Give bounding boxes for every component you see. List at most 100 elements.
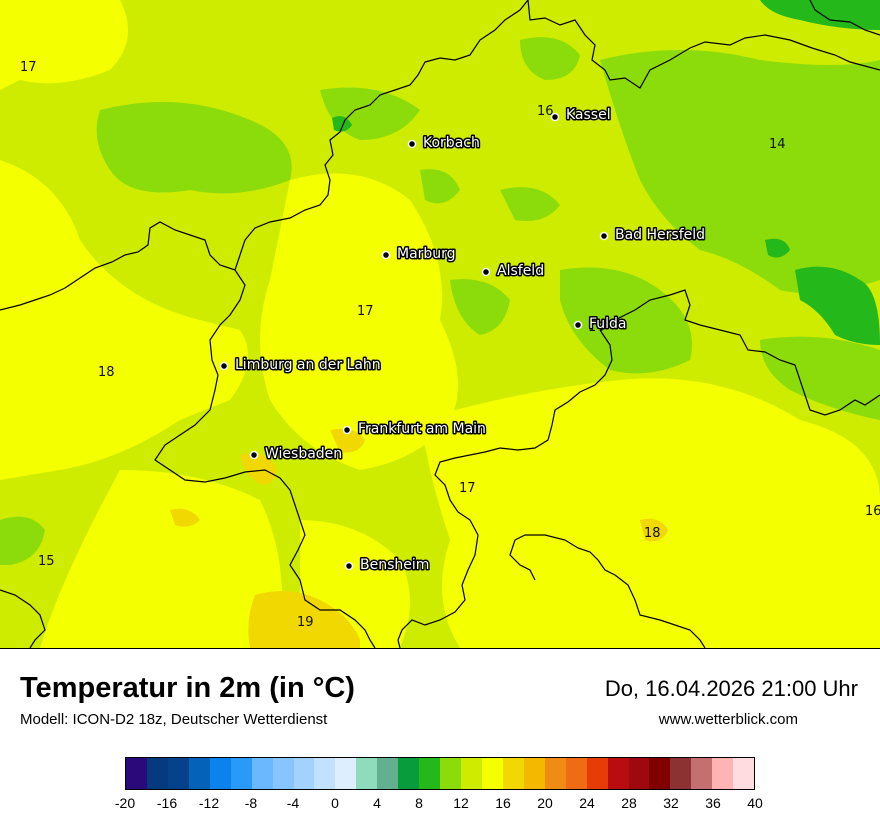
temp-label: 15	[38, 554, 55, 569]
temp-label: 18	[644, 526, 661, 541]
legend-swatch	[209, 758, 231, 789]
legend-swatch	[293, 758, 315, 789]
city-name: Frankfurt am Main	[358, 421, 486, 437]
city-name: Bensheim	[360, 557, 429, 573]
legend-swatch	[419, 758, 441, 789]
legend-tick-label: 36	[705, 795, 721, 811]
color-scale-legend	[125, 757, 755, 790]
legend-swatch	[523, 758, 545, 789]
city-markers: Kassel Korbach Bad Hersfeld Marburg Alsf…	[219, 106, 707, 575]
legend-tick-label: 28	[621, 795, 637, 811]
legend-swatch	[440, 758, 461, 789]
city-dot	[481, 267, 491, 277]
city-marburg: Marburg	[381, 245, 457, 264]
legend-swatch	[230, 758, 252, 789]
city-dot	[407, 139, 417, 149]
legend-swatch	[314, 758, 336, 789]
city-name: Bad Hersfeld	[615, 227, 705, 243]
temp-label: 19	[297, 615, 314, 630]
legend-swatch	[272, 758, 294, 789]
legend-tick-label: -12	[198, 795, 220, 811]
map-canvas: 17 16 14 17 14 18 17 18 15 19 16 Kassel …	[0, 0, 880, 648]
legend-swatch	[670, 758, 692, 789]
city-dot	[550, 112, 560, 122]
city-alsfeld: Alsfeld	[481, 262, 546, 281]
city-name: Limburg an der Lahn	[235, 357, 381, 373]
city-bensheim: Bensheim	[344, 556, 431, 575]
temp-label: 16	[865, 504, 880, 519]
temp-label: 14	[769, 137, 786, 152]
city-limburg: Limburg an der Lahn	[219, 356, 382, 375]
forecast-datetime: Do, 16.04.2026 21:00 Uhr	[604, 676, 858, 701]
city-wiesbaden: Wiesbaden	[249, 445, 344, 464]
city-name: Marburg	[397, 246, 456, 262]
city-name: Korbach	[423, 135, 480, 151]
legend-swatch	[565, 758, 587, 789]
legend-tick-label: -4	[286, 795, 300, 811]
legend-tick-label: 40	[747, 795, 763, 811]
city-dot	[573, 320, 583, 330]
warm-zones	[0, 0, 880, 648]
legend-tick-label: -16	[156, 795, 178, 811]
city-dot	[381, 250, 391, 260]
legend-tick-label: 16	[495, 795, 511, 811]
city-dot	[219, 361, 229, 371]
legend-swatch	[398, 758, 420, 789]
legend-swatch	[481, 758, 503, 789]
city-fulda: Fulda	[573, 315, 628, 334]
city-name: Wiesbaden	[265, 446, 342, 462]
color-scale-ticks: -20 -16 -12 -8 -4 0 4 8 12 16 20 24 28 32 36 40	[115, 795, 763, 815]
legend-swatch	[607, 758, 629, 789]
legend-tick-label: 20	[537, 795, 553, 811]
legend-swatch	[356, 758, 378, 789]
temp-label: 14	[588, 320, 605, 335]
legend-swatch	[712, 758, 734, 789]
legend-tick-label: 4	[373, 795, 381, 811]
city-korbach: Korbach	[407, 134, 481, 153]
temp-label: 17	[357, 304, 374, 319]
legend-swatch	[335, 758, 357, 789]
legend-swatch	[146, 758, 168, 789]
legend-swatch	[733, 758, 755, 789]
city-dot	[344, 561, 354, 571]
legend-swatch	[544, 758, 566, 789]
legend-swatch	[188, 758, 210, 789]
legend-swatch	[502, 758, 524, 789]
legend-swatch	[251, 758, 273, 789]
hot-spots	[170, 428, 668, 648]
legend-tick-label: -20	[114, 795, 136, 811]
legend-tick-label: 24	[579, 795, 595, 811]
border-lines	[0, 0, 880, 648]
legend-swatch	[377, 758, 399, 789]
temp-label: 17	[20, 60, 37, 75]
city-name: Alsfeld	[497, 263, 544, 279]
temperature-labels: 17 16 14 17 14 18 17 18 15 19 16	[20, 60, 880, 630]
city-frankfurt: Frankfurt am Main	[342, 420, 487, 439]
map-title: Temperatur in 2m (in °C)	[20, 672, 355, 704]
legend-swatch	[586, 758, 608, 789]
city-dot	[342, 425, 352, 435]
legend-tick-label: 12	[453, 795, 469, 811]
legend-tick-label: 0	[331, 795, 339, 811]
temp-label: 16	[537, 104, 554, 119]
legend-swatch	[628, 758, 650, 789]
website-link[interactable]: www.wetterblick.com	[658, 711, 798, 728]
legend-tick-label: -8	[244, 795, 258, 811]
legend-swatch	[691, 758, 713, 789]
city-dot	[599, 231, 609, 241]
temp-label: 18	[98, 365, 115, 380]
temperature-map: 17 16 14 17 14 18 17 18 15 19 16 Kassel …	[0, 0, 880, 649]
cool-zones	[0, 37, 880, 565]
model-source: Modell: ICON-D2 18z, Deutscher Wetterdie…	[20, 711, 328, 728]
legend-swatch	[649, 758, 671, 789]
city-name: Fulda	[589, 316, 627, 332]
legend-swatch	[167, 758, 189, 789]
legend-swatch	[461, 758, 482, 789]
city-name: Kassel	[566, 107, 611, 123]
city-dot	[249, 450, 259, 460]
legend-tick-label: 8	[415, 795, 423, 811]
city-kassel: Kassel	[550, 106, 612, 125]
temp-label: 17	[459, 481, 476, 496]
legend-swatch	[126, 758, 147, 789]
legend-tick-label: 32	[663, 795, 679, 811]
